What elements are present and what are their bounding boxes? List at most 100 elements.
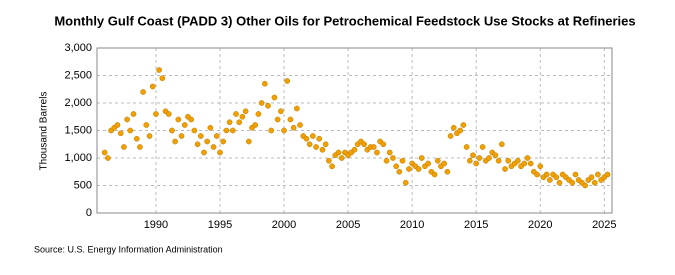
point	[252, 122, 259, 128]
x-tick-label: 2025	[592, 219, 616, 231]
point	[233, 111, 239, 117]
point	[204, 138, 211, 145]
point	[101, 149, 108, 156]
point	[127, 127, 134, 134]
point	[137, 144, 143, 150]
point	[569, 179, 576, 186]
x-tick-label: 1990	[144, 219, 168, 231]
y-tick-label: 1,000	[64, 152, 92, 164]
point	[572, 171, 579, 178]
point	[450, 124, 457, 131]
point	[447, 133, 454, 139]
point	[287, 116, 294, 123]
point	[537, 163, 544, 170]
point	[178, 133, 185, 139]
point	[361, 141, 367, 148]
x-tick-label: 2010	[400, 219, 424, 231]
point	[188, 116, 195, 123]
point	[527, 160, 534, 167]
point	[370, 144, 377, 150]
point	[595, 171, 601, 178]
x-tick-label: 2015	[464, 219, 488, 231]
point	[444, 168, 451, 175]
point	[543, 171, 550, 178]
point	[463, 144, 470, 150]
point	[245, 138, 252, 145]
point	[386, 149, 393, 156]
point	[294, 105, 300, 112]
point	[556, 179, 563, 186]
point	[220, 138, 227, 145]
point	[207, 124, 214, 131]
point	[457, 127, 464, 134]
point	[402, 179, 409, 186]
point	[210, 144, 217, 150]
point	[169, 127, 175, 134]
point	[284, 78, 291, 84]
point	[553, 174, 560, 181]
point	[514, 157, 521, 164]
y-tick-label: 2,000	[64, 97, 92, 109]
point	[130, 111, 137, 117]
y-tick-label: 500	[74, 179, 92, 191]
point	[146, 133, 153, 139]
y-tick-label: 0	[86, 207, 92, 219]
point	[201, 149, 207, 156]
point	[415, 166, 422, 172]
point	[466, 157, 473, 164]
point	[290, 124, 297, 131]
point	[229, 127, 236, 134]
point	[117, 130, 124, 137]
point	[156, 67, 162, 73]
point	[505, 157, 512, 164]
point	[582, 182, 588, 189]
point	[236, 119, 243, 126]
point	[326, 157, 332, 164]
point	[226, 119, 233, 126]
point	[143, 122, 150, 128]
point	[306, 141, 313, 148]
point	[396, 168, 403, 175]
point	[133, 135, 140, 142]
x-tick-label: 2005	[336, 219, 360, 231]
y-tick-label: 2,500	[64, 69, 92, 81]
point	[172, 138, 178, 145]
point	[534, 171, 540, 178]
plot-frame	[96, 47, 613, 214]
point	[261, 80, 268, 87]
point	[265, 102, 271, 109]
point	[159, 75, 166, 82]
point	[495, 157, 502, 164]
point	[303, 135, 310, 142]
point	[335, 149, 342, 156]
point	[418, 155, 425, 161]
point	[393, 163, 399, 170]
point	[242, 108, 249, 115]
point	[277, 108, 284, 115]
point	[521, 160, 528, 167]
point	[460, 122, 467, 128]
point	[124, 116, 130, 123]
point	[492, 152, 499, 159]
point	[390, 155, 396, 161]
point	[310, 133, 316, 139]
point	[213, 133, 220, 139]
point	[149, 83, 156, 90]
point	[591, 179, 598, 186]
point	[223, 127, 230, 134]
point	[175, 116, 182, 123]
point	[476, 155, 483, 161]
x-tick-label: 2020	[528, 219, 552, 231]
point	[374, 149, 380, 156]
y-tick-label: 1,500	[64, 124, 92, 136]
point	[498, 141, 505, 148]
point	[181, 122, 188, 128]
point	[194, 141, 201, 148]
x-tick-label: 1995	[208, 219, 232, 231]
point	[329, 163, 335, 170]
point	[406, 166, 412, 172]
point	[319, 146, 326, 153]
point	[502, 166, 508, 172]
chart-title: Monthly Gulf Coast (PADD 3) Other Oils f…	[54, 13, 635, 28]
point	[431, 171, 438, 178]
